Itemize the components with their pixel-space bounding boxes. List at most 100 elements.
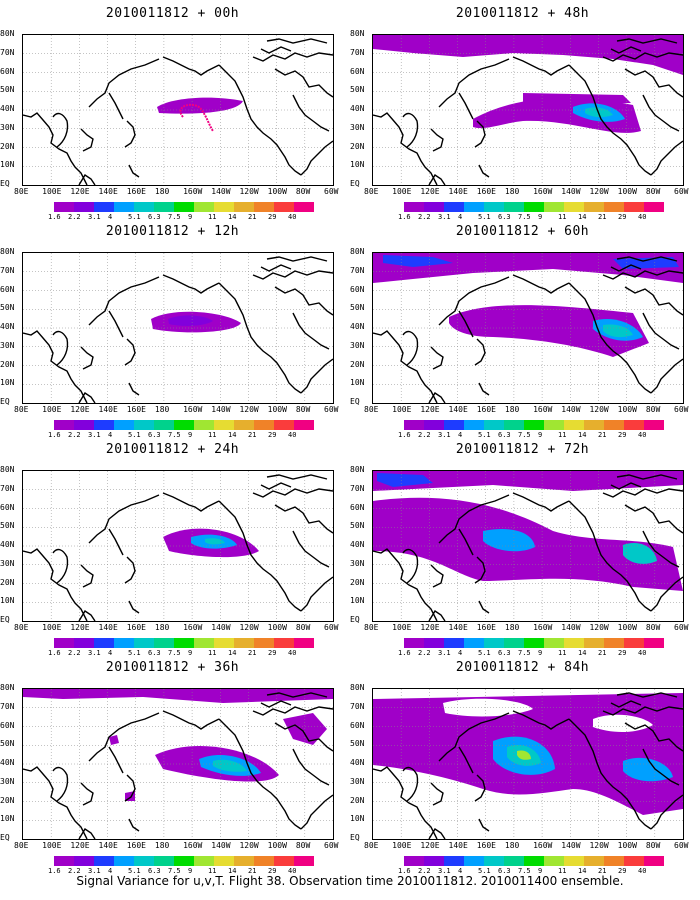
coastline (616, 692, 678, 698)
coastline (438, 58, 510, 108)
colorbar-swatch (54, 856, 74, 866)
lat-label: EQ (350, 833, 360, 842)
lon-label: 180 (154, 841, 170, 850)
colorbar-tick-label: 21 (248, 213, 257, 221)
lon-label: 80W (645, 405, 661, 414)
lat-label: 60N (350, 66, 365, 76)
coastline (218, 500, 302, 612)
lon-label: 140E (98, 841, 118, 850)
colorbar-tick-label: 6.3 (498, 213, 511, 221)
colorbar-swatch (484, 856, 504, 866)
coastline (124, 120, 136, 148)
colorbar-tick-label: 1.6 (48, 431, 61, 439)
lat-label: 50N (350, 739, 365, 749)
colorbar-swatch (274, 856, 294, 866)
coastline (373, 548, 438, 621)
coastline (478, 382, 490, 396)
coastline (402, 112, 419, 148)
colorbar (404, 856, 664, 866)
colorbar-tick-label: 2.2 (418, 431, 431, 439)
variance-field-region (373, 471, 683, 491)
panel-title: 2010011812 + 00h (105, 6, 240, 21)
coastline (430, 782, 444, 806)
coastline (602, 52, 683, 62)
coastline (128, 382, 140, 396)
colorbar-tick-label: 5.1 (128, 431, 141, 439)
lat-label: 80N (350, 465, 365, 474)
coastline (260, 46, 292, 54)
lat-label: 80N (350, 247, 365, 256)
colorbar-tick-label: 40 (288, 649, 297, 657)
coastline (23, 766, 88, 839)
coastline (88, 494, 160, 544)
colorbar-tick-label: 4 (458, 649, 463, 657)
coastline (428, 174, 446, 185)
coastline (162, 710, 220, 730)
lat-label: 10N (0, 814, 15, 824)
colorbar-swatch (564, 638, 584, 648)
lon-label: 80E (14, 405, 29, 414)
colorbar-tick-label: 2.2 (68, 867, 81, 875)
variance-field-region (483, 528, 535, 552)
coastline (274, 286, 333, 316)
coastline (108, 92, 124, 120)
colorbar-tick-label: 11 (208, 649, 217, 657)
colorbar-swatch (134, 202, 154, 212)
lat-label: 10N (350, 596, 365, 606)
colorbar-swatch (254, 638, 274, 648)
lon-label: 120W (239, 187, 259, 196)
lon-label: 100W (267, 841, 287, 850)
coastline (128, 600, 140, 614)
colorbar-tick-label: 29 (618, 649, 627, 657)
variance-field-region (603, 324, 633, 338)
colorbar-swatch (604, 420, 624, 430)
lon-label: 180 (154, 623, 170, 632)
map-panel: 2010011812 + 60h 80N 70N 60N 50N 40N 30N 20N 10N… (350, 224, 695, 439)
colorbar-swatch (564, 856, 584, 866)
lat-label: 10N (350, 160, 365, 170)
coastline (474, 120, 486, 148)
coastline (610, 264, 642, 272)
lat-label: 50N (0, 303, 15, 313)
lon-label: 180 (154, 187, 170, 196)
colorbar-tick-label: 29 (618, 213, 627, 221)
coastline (373, 112, 438, 185)
colorbar-swatch (114, 856, 134, 866)
coastline (162, 56, 220, 76)
coastline (402, 330, 419, 366)
colorbar-swatch (504, 856, 524, 866)
colorbar-tick-label: 14 (578, 213, 587, 221)
colorbar-tick-label: 4 (458, 867, 463, 875)
lat-label: 60N (0, 502, 15, 512)
colorbar-swatch (424, 202, 444, 212)
coastline (252, 270, 333, 280)
coastline (78, 392, 96, 403)
colorbar-tick-label: 21 (598, 649, 607, 657)
colorbar-swatch (444, 856, 464, 866)
lon-label: 120E (70, 841, 90, 850)
map-frame (22, 34, 334, 186)
colorbar-tick-label: 3.1 (438, 213, 451, 221)
coastline (80, 346, 94, 370)
lon-label: 80W (645, 623, 661, 632)
lon-label: 140W (561, 841, 581, 850)
lat-label: 30N (0, 340, 15, 350)
colorbar-swatch (274, 202, 294, 212)
colorbar-tick-label: 5.1 (478, 431, 491, 439)
panel-title: 2010011812 + 12h (105, 224, 240, 239)
colorbar-tick-label: 6.3 (148, 867, 161, 875)
coastline (292, 312, 330, 350)
lon-label: 140W (211, 187, 231, 196)
colorbar-tick-label: 9 (538, 431, 543, 439)
colorbar-swatch (404, 420, 424, 430)
lon-label: 140E (448, 623, 468, 632)
colorbar-swatch (444, 638, 464, 648)
colorbar-swatch (504, 638, 524, 648)
colorbar-swatch (54, 638, 74, 648)
map-frame (22, 688, 334, 840)
lat-label: 50N (350, 85, 365, 95)
colorbar-swatch (644, 202, 664, 212)
coastline (260, 482, 292, 490)
colorbar-swatch (584, 856, 604, 866)
colorbar-tick-label: 2.2 (418, 649, 431, 657)
